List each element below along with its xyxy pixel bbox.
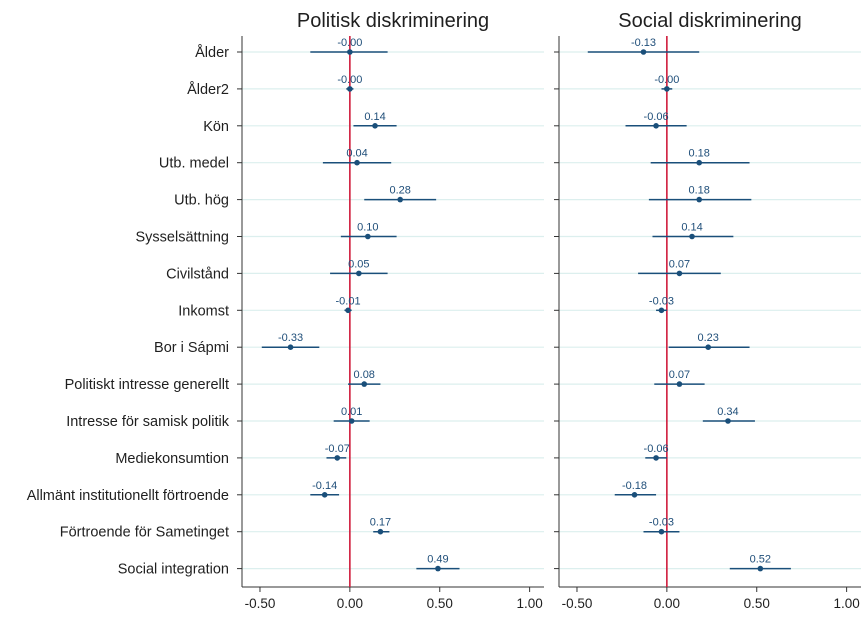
estimate-point: [640, 49, 647, 55]
estimate-point: [725, 418, 731, 424]
estimate-label: -0.06: [644, 111, 669, 123]
estimate-label: 0.52: [750, 554, 771, 566]
estimate-point: [348, 418, 355, 424]
row-label: Sysselsättning: [136, 230, 230, 246]
row-label: Utb. medel: [159, 156, 229, 172]
estimate-point: [365, 233, 371, 240]
estimate-label: 0.23: [697, 332, 718, 344]
panel-title-politisk: Politisk diskriminering: [297, 10, 489, 32]
x-tick-label: 1.00: [833, 596, 859, 611]
estimate-point: [689, 233, 695, 240]
row-label: Inkomst: [178, 303, 229, 319]
panel-politisk: -0.50 0.00 0.50 1.00 -0.00 -0.00 0.14 0.04 0.28 0…: [237, 10, 544, 611]
row-label: Bor i Sápmi: [154, 340, 229, 356]
estimate-label: -0.03: [649, 295, 674, 307]
x-tick-label: 0.00: [337, 596, 363, 611]
row-label: Kön: [203, 119, 229, 135]
estimate-point: [653, 123, 659, 129]
estimate-point: [345, 307, 351, 314]
estimate-label: -0.03: [649, 517, 674, 529]
estimate-label: 0.28: [389, 185, 410, 197]
estimate-point: [377, 528, 384, 535]
estimate-point: [696, 196, 703, 203]
estimate-point: [676, 381, 683, 387]
estimate-point: [356, 270, 362, 277]
estimate-label: -0.13: [631, 37, 656, 49]
estimate-label: -0.07: [325, 443, 350, 455]
estimate-label: -0.00: [337, 74, 362, 86]
estimate-point: [658, 528, 665, 535]
estimate-label: 0.04: [346, 148, 367, 160]
estimate-label: 0.08: [354, 369, 375, 381]
estimate-label: 0.05: [348, 258, 369, 270]
x-tick-label: 0.50: [427, 596, 453, 611]
row-label: Social integration: [118, 562, 229, 578]
row-label: Allmänt institutionellt förtroende: [27, 488, 229, 504]
panel-social: -0.50 0.00 0.50 1.00 -0.13 -0.00 -0.06 0.18 0.18…: [554, 10, 861, 611]
row-label: Politiskt intresse generellt: [65, 377, 229, 393]
estimate-point: [397, 196, 403, 203]
estimate-point: [334, 455, 341, 461]
estimate-point: [347, 49, 353, 55]
estimate-label: -0.00: [654, 74, 679, 86]
estimate-label: -0.06: [644, 443, 669, 455]
row-label: Intresse för samisk politik: [66, 414, 230, 430]
row-label: Civilstånd: [166, 266, 229, 282]
estimate-label: -0.18: [622, 480, 647, 492]
x-tick-label: 1.00: [516, 596, 542, 611]
estimate-point: [658, 307, 665, 314]
estimate-point: [653, 455, 659, 461]
estimate-point: [321, 492, 328, 498]
row-label: Ålder2: [187, 81, 229, 98]
panel-title-social: Social diskriminering: [618, 10, 801, 32]
estimate-label: 0.18: [689, 185, 710, 197]
estimate-point: [696, 159, 703, 166]
estimate-point: [435, 565, 441, 572]
estimate-label: 0.01: [341, 406, 362, 418]
estimate-label: 0.07: [669, 369, 690, 381]
row-label: Utb. hög: [174, 193, 229, 209]
x-tick-label: 0.00: [654, 596, 680, 611]
estimate-point: [347, 86, 353, 92]
estimate-label: -0.14: [312, 480, 337, 492]
row-label: Förtroende för Sametinget: [60, 525, 229, 541]
estimate-label: 0.07: [669, 258, 690, 270]
estimate-label: -0.00: [337, 37, 362, 49]
estimate-label: 0.14: [681, 222, 702, 234]
x-tick-label: -0.50: [245, 596, 276, 611]
estimate-label: -0.33: [278, 332, 303, 344]
estimate-label: 0.49: [427, 554, 448, 566]
row-label: Ålder: [195, 44, 229, 61]
estimate-point: [664, 86, 670, 92]
estimate-label: 0.18: [689, 148, 710, 160]
estimate-label: 0.34: [717, 406, 738, 418]
estimate-label: 0.17: [370, 517, 391, 529]
estimate-point: [361, 381, 368, 387]
x-tick-label: -0.50: [562, 596, 593, 611]
estimate-label: -0.01: [336, 295, 361, 307]
estimate-point: [354, 159, 360, 166]
x-tick-label: 0.50: [744, 596, 770, 611]
estimate-point: [372, 123, 378, 129]
estimate-label: 0.10: [357, 222, 378, 234]
estimate-point: [676, 270, 683, 277]
estimate-point: [287, 344, 294, 351]
row-labels: Ålder Ålder2 Kön Utb. medel Utb. hög Sysselsä…: [27, 44, 230, 578]
estimate-label: 0.14: [364, 111, 385, 123]
estimate-point: [631, 492, 638, 498]
estimate-point: [757, 565, 764, 572]
estimate-point: [705, 344, 712, 351]
row-label: Mediekonsumtion: [115, 451, 229, 467]
